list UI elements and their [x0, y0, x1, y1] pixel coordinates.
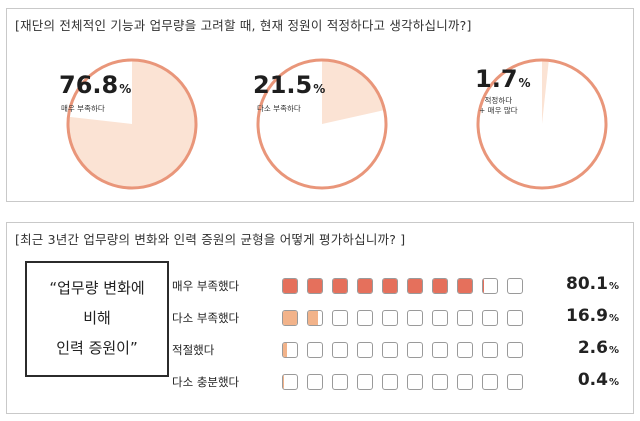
- row-1-cell-7: [432, 278, 448, 294]
- row-2-cell-7: [432, 310, 448, 326]
- row-3-cell-1: [282, 342, 298, 358]
- row-4-cell-9: [482, 374, 498, 390]
- row-2-cell-6: [407, 310, 423, 326]
- cell-row-1: [282, 278, 552, 295]
- row-label-1: 매우 부족했다: [172, 279, 240, 293]
- row-2-cell-3: [332, 310, 348, 326]
- row-2-cell-2-fill: [308, 311, 318, 325]
- row-2-cell-2: [307, 310, 323, 326]
- pie-3-label-line-1: 적정하다: [484, 96, 513, 105]
- cell-row-2: [282, 310, 552, 327]
- row-1-cell-7-fill: [433, 279, 447, 293]
- row-4-percent: 0.4%: [577, 370, 619, 390]
- row-1-cell-2: [307, 278, 323, 294]
- pie-chart-2: 21.5% 다소 부족하다: [247, 49, 397, 199]
- row-1-cell-5: [382, 278, 398, 294]
- row-1-cell-6-fill: [408, 279, 422, 293]
- pie-ring-2: [256, 58, 388, 190]
- pie-3-percent: 1.7%: [475, 65, 531, 93]
- pie-chart-1: 76.8% 매우 부족하다: [57, 49, 207, 199]
- row-3-cell-7: [432, 342, 448, 358]
- row-1-cell-4-fill: [358, 279, 372, 293]
- pie-1-label: 매우 부족하다: [61, 104, 105, 113]
- row-2-cell-4: [357, 310, 373, 326]
- pie-panel-title: [재단의 전체적인 기능과 업무량을 고려할 때, 현재 정원이 적정하다고 생…: [15, 18, 472, 33]
- row-1-cell-1: [282, 278, 298, 294]
- row-1-cell-1-fill: [283, 279, 297, 293]
- pie-svg-1: [66, 58, 198, 190]
- row-3-cell-2: [307, 342, 323, 358]
- row-1-cell-3: [332, 278, 348, 294]
- pie-chart-3: 1.7% 적정하다 + 매우 많다: [467, 49, 617, 199]
- row-1-cell-3-fill: [333, 279, 347, 293]
- row-4-cell-2: [307, 374, 323, 390]
- row-1-cell-8-fill: [458, 279, 472, 293]
- row-3-cell-6: [407, 342, 423, 358]
- row-1-cell-9: [482, 278, 498, 294]
- row-4-cell-1-fill: [283, 375, 284, 389]
- row-3-cell-5: [382, 342, 398, 358]
- row-3-cell-3: [332, 342, 348, 358]
- row-3-cell-8: [457, 342, 473, 358]
- row-4-cell-7: [432, 374, 448, 390]
- row-2-percent: 16.9%: [566, 306, 619, 326]
- row-1-cell-2-fill: [308, 279, 322, 293]
- row-label-4: 다소 충분했다: [172, 375, 240, 389]
- row-4-cell-6: [407, 374, 423, 390]
- pie-slice-3: [542, 60, 549, 124]
- quote-line-2: 비해: [83, 309, 111, 327]
- cell-row-3: [282, 342, 552, 359]
- row-1-cell-6: [407, 278, 423, 294]
- pie-svg-3: [476, 58, 608, 190]
- row-3-percent: 2.6%: [577, 338, 619, 358]
- row-label-3: 적절했다: [172, 343, 215, 357]
- row-3-cell-1-fill: [283, 343, 287, 357]
- row-2-cell-8: [457, 310, 473, 326]
- cell-row-4: [282, 374, 552, 391]
- row-4-cell-8: [457, 374, 473, 390]
- row-3-cell-9: [482, 342, 498, 358]
- row-4-cell-3: [332, 374, 348, 390]
- pie-ring-3: [476, 58, 608, 190]
- row-2-cell-5: [382, 310, 398, 326]
- row-3-cell-4: [357, 342, 373, 358]
- pie-slice-1: [67, 60, 196, 189]
- row-3-cell-10: [507, 342, 523, 358]
- pie-3-label: 적정하다 + 매우 많다: [479, 96, 518, 116]
- row-1-cell-5-fill: [383, 279, 397, 293]
- row-1-cell-10: [507, 278, 523, 294]
- quote-line-1: “업무량 변화에: [49, 279, 145, 297]
- row-label-2: 다소 부족했다: [172, 311, 240, 325]
- row-2-cell-1-fill: [283, 311, 297, 325]
- row-1-percent: 80.1%: [566, 274, 619, 294]
- pie-2-percent: 21.5%: [253, 71, 326, 99]
- grid-panel: [최근 3년간 업무량의 변화와 인력 증원의 균형을 어떻게 평가하십니까? …: [6, 222, 634, 414]
- row-1-cell-4: [357, 278, 373, 294]
- quote-line-3: 인력 증원이”: [56, 339, 138, 357]
- pie-1-percent: 76.8%: [59, 71, 132, 99]
- grid-panel-title: [최근 3년간 업무량의 변화와 인력 증원의 균형을 어떻게 평가하십니까? …: [15, 232, 406, 247]
- row-4-cell-5: [382, 374, 398, 390]
- pie-ring-1: [66, 58, 198, 190]
- row-4-cell-1: [282, 374, 298, 390]
- pie-slice-2: [322, 60, 385, 124]
- row-2-cell-1: [282, 310, 298, 326]
- pie-3-label-line-2: + 매우 많다: [479, 106, 518, 115]
- row-4-cell-4: [357, 374, 373, 390]
- quote-box: “업무량 변화에 비해 인력 증원이”: [25, 261, 169, 377]
- row-1-cell-8: [457, 278, 473, 294]
- row-2-cell-10: [507, 310, 523, 326]
- row-2-cell-9: [482, 310, 498, 326]
- pie-svg-2: [256, 58, 388, 190]
- row-4-cell-10: [507, 374, 523, 390]
- pie-panel: [재단의 전체적인 기능과 업무량을 고려할 때, 현재 정원이 적정하다고 생…: [6, 8, 634, 202]
- pie-2-label: 다소 부족하다: [257, 104, 301, 113]
